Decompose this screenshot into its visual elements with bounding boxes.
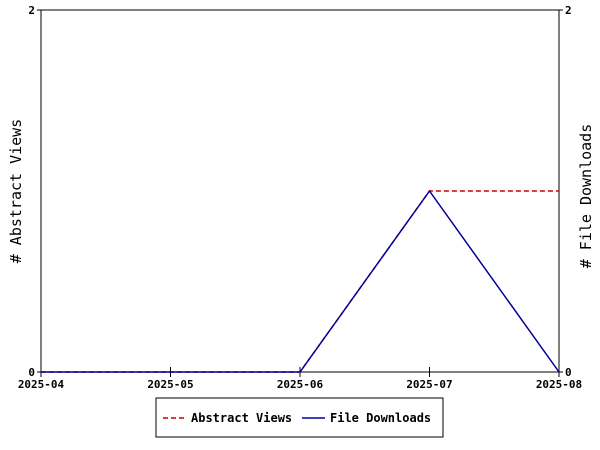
x-tick-label-2025-04: 2025-04 [18, 378, 65, 391]
legend-label-file-downloads: File Downloads [330, 411, 431, 425]
series-layer [40, 189, 560, 373]
y-tick-label-2: 2 [28, 4, 35, 17]
x-tick-label-2025-08: 2025-08 [536, 378, 582, 391]
y2-tick-label-0: 0 [565, 366, 572, 379]
legend: Abstract Views File Downloads [155, 397, 444, 438]
x-tick-label-2025-06: 2025-06 [277, 378, 324, 391]
legend-label-abstract-views: Abstract Views [191, 411, 292, 425]
x-tick-label-2025-05: 2025-05 [147, 378, 193, 391]
x-axis: 2025-04 2025-05 2025-06 2025-07 2025-08 [18, 367, 582, 391]
y2-axis-label: # File Downloads [577, 124, 595, 269]
y2-tick-label-2: 2 [565, 4, 572, 17]
y-axis-label: # Abstract Views [7, 119, 25, 264]
x-tick-label-2025-07: 2025-07 [406, 378, 452, 391]
plot-area [40, 9, 560, 373]
y-tick-label-0: 0 [28, 366, 35, 379]
legend-box [155, 397, 444, 438]
